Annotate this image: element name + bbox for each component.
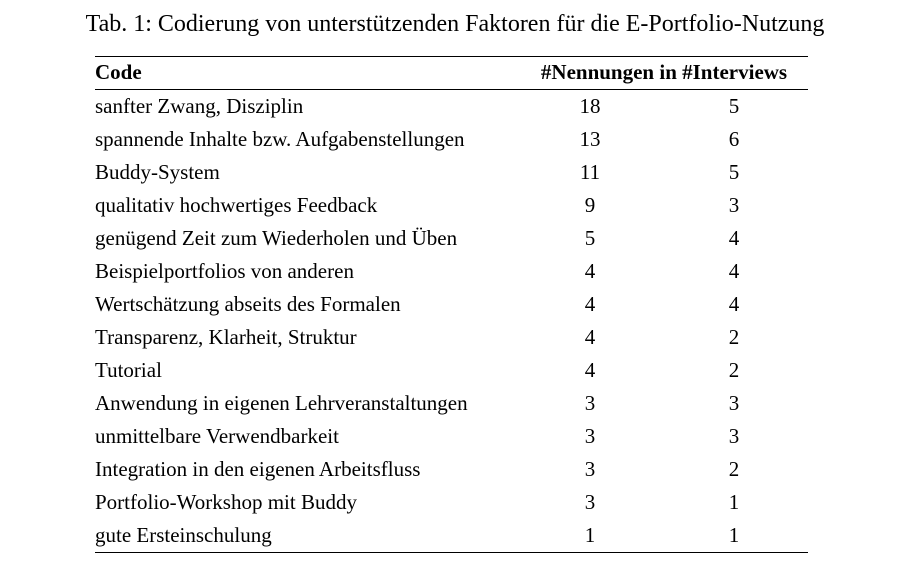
code-cell: Anwendung in eigenen Lehrveranstaltungen [95, 390, 468, 415]
code-cell: sanfter Zwang, Disziplin [95, 93, 304, 118]
table-header: Code #Nennungen in #Interviews [95, 56, 809, 90]
table-caption: Tab. 1: Codierung von unterstützenden Fa… [85, 11, 825, 37]
code-cell: Beispielportfolios von anderen [95, 258, 354, 283]
table-row: unmittelbare Verwendbarkeit 3 3 [95, 420, 808, 453]
table-row: genügend Zeit zum Wiederholen und Üben 5 4 [95, 222, 808, 255]
interviews-cell: 2 [728, 357, 740, 382]
interviews-cell: 5 [728, 93, 740, 118]
interviews-cell: 3 [728, 423, 740, 448]
table-row: gute Ersteinschulung 1 1 [95, 519, 808, 553]
table-row: spannende Inhalte bzw. Aufgabenstellunge… [95, 123, 808, 156]
column-header-counts: #Nennungen in #Interviews [520, 56, 809, 90]
nennungen-cell: 4 [584, 291, 596, 316]
table-row: Beispielportfolios von anderen 4 4 [95, 255, 808, 288]
nennungen-cell: 4 [584, 324, 596, 349]
table-row: qualitativ hochwertiges Feedback 9 3 [95, 189, 808, 222]
interviews-cell: 1 [728, 489, 740, 514]
interviews-cell: 2 [728, 456, 740, 481]
table-row: Buddy-System 11 5 [95, 156, 808, 189]
code-cell: unmittelbare Verwendbarkeit [95, 423, 339, 448]
table-row: Tutorial 4 2 [95, 354, 808, 387]
nennungen-cell: 3 [584, 489, 596, 514]
header-row: Code #Nennungen in #Interviews [95, 56, 809, 90]
table-row: Transparenz, Klarheit, Struktur 4 2 [95, 321, 808, 354]
interviews-cell: 3 [728, 192, 740, 217]
code-cell: qualitativ hochwertiges Feedback [95, 192, 378, 217]
interviews-cell: 5 [728, 159, 740, 184]
nennungen-cell: 1 [584, 522, 596, 547]
code-cell: Transparenz, Klarheit, Struktur [95, 324, 357, 349]
column-header-code: Code [95, 56, 520, 90]
code-cell: genügend Zeit zum Wiederholen und Üben [95, 225, 458, 250]
nennungen-cell: 18 [579, 93, 601, 118]
table-row: Integration in den eigenen Arbeitsfluss 3… [95, 453, 808, 486]
interviews-cell: 4 [728, 225, 740, 250]
code-cell: Tutorial [95, 357, 162, 382]
nennungen-cell: 3 [584, 456, 596, 481]
interviews-cell: 4 [728, 258, 740, 283]
table-body: sanfter Zwang, Disziplin 18 5 spannende Inh… [95, 89, 808, 552]
coding-table: Code #Nennungen in #Interviews sanfter Z… [95, 55, 809, 553]
nennungen-cell: 9 [584, 192, 596, 217]
nennungen-cell: 13 [579, 126, 601, 151]
code-cell: Wertschätzung abseits des Formalen [95, 291, 401, 316]
nennungen-cell: 11 [579, 159, 601, 184]
table-row: Anwendung in eigenen Lehrveranstaltungen… [95, 387, 808, 420]
nennungen-cell: 5 [584, 225, 596, 250]
code-cell: spannende Inhalte bzw. Aufgabenstellunge… [95, 126, 465, 151]
code-cell: Buddy-System [95, 159, 220, 184]
code-cell: Portfolio-Workshop mit Buddy [95, 489, 357, 514]
interviews-cell: 6 [728, 126, 740, 151]
nennungen-cell: 3 [584, 390, 596, 415]
interviews-cell: 1 [728, 522, 740, 547]
nennungen-cell: 4 [584, 258, 596, 283]
nennungen-cell: 4 [584, 357, 596, 382]
interviews-cell: 4 [728, 291, 740, 316]
table-row: sanfter Zwang, Disziplin 18 5 [95, 89, 808, 123]
code-cell: Integration in den eigenen Arbeitsfluss [95, 456, 421, 481]
interviews-cell: 3 [728, 390, 740, 415]
interviews-cell: 2 [728, 324, 740, 349]
nennungen-cell: 3 [584, 423, 596, 448]
table-row: Portfolio-Workshop mit Buddy 3 1 [95, 486, 808, 519]
table-row: Wertschätzung abseits des Formalen 4 4 [95, 288, 808, 321]
code-cell: gute Ersteinschulung [95, 522, 272, 547]
